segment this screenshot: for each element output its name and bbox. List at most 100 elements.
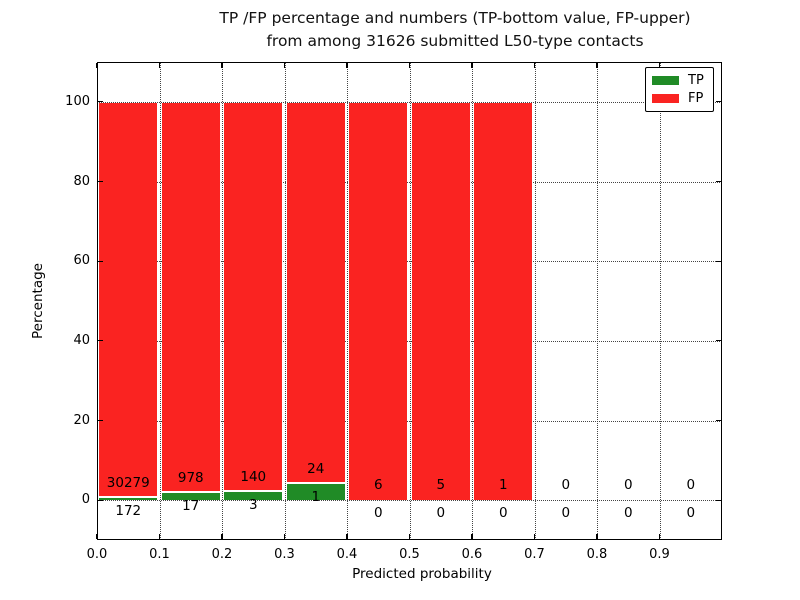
x-tick-mark-top	[158, 63, 161, 68]
x-tick-mark-top	[283, 63, 286, 68]
x-tick-mark	[533, 534, 536, 539]
x-tick-label: 0.1	[149, 547, 170, 562]
v-gridline	[159, 62, 161, 540]
bar-fp-segment	[411, 102, 470, 501]
y-tick-mark	[98, 180, 103, 183]
y-tick-mark-right	[716, 340, 721, 342]
legend-label-fp: FP	[688, 90, 704, 106]
fp-count-label: 24	[307, 461, 325, 478]
x-tick-mark	[221, 534, 223, 539]
y-tick-mark-right	[716, 419, 721, 422]
fp-count-label: 5	[436, 477, 446, 494]
v-gridline	[659, 62, 661, 540]
x-tick-mark-top	[221, 63, 223, 68]
x-tick-mark	[471, 534, 473, 539]
y-tick-label: 0	[81, 492, 90, 508]
x-tick-label: 0.3	[274, 547, 295, 562]
x-tick-mark-top	[471, 63, 473, 68]
chart-title-line2: from among 31626 submitted L50-type cont…	[266, 32, 644, 50]
v-gridline	[597, 62, 598, 540]
y-tick-label: 20	[73, 412, 90, 428]
bar-fp-segment	[224, 102, 283, 492]
x-tick-mark	[283, 534, 286, 539]
tp-count-label: 172	[115, 502, 142, 519]
fp-count-label: 0	[561, 477, 571, 494]
x-tick-mark-top	[346, 63, 348, 68]
bar-fp-segment	[474, 102, 533, 501]
x-tick-mark	[408, 534, 411, 539]
y-tick-mark	[98, 101, 103, 103]
bar-fp-segment	[286, 102, 345, 485]
x-tick-label: 0.5	[399, 547, 420, 562]
y-tick-label: 60	[73, 253, 90, 269]
x-tick-label: 0.4	[336, 547, 358, 562]
bar-tp-segment	[224, 491, 283, 501]
x-axis-label: Predicted probability	[352, 566, 492, 582]
x-tick-label: 0.8	[586, 547, 608, 562]
y-tick-mark	[98, 260, 103, 262]
bar-fp-segment	[161, 102, 220, 494]
y-tick-label: 80	[73, 173, 90, 189]
x-tick-mark-top	[596, 63, 598, 68]
tp-count-label: 3	[248, 496, 258, 513]
bar-tp-segment	[286, 484, 345, 501]
bar-fp-segment	[99, 102, 158, 498]
x-tick-mark-top	[533, 63, 536, 68]
tp-count-label: 1	[311, 489, 321, 506]
x-tick-label: 0.6	[461, 547, 483, 562]
fp-count-label: 0	[686, 477, 696, 494]
fp-count-label: 978	[177, 470, 204, 487]
v-gridline	[284, 62, 286, 540]
fp-count-label: 0	[623, 477, 633, 494]
x-tick-mark	[96, 534, 98, 539]
v-gridline	[222, 62, 223, 540]
fp-count-label: 140	[240, 468, 267, 485]
v-gridline	[409, 62, 411, 540]
legend: TP FP	[645, 67, 714, 112]
y-tick-mark-right	[716, 499, 721, 501]
bar-tp-segment	[99, 497, 158, 501]
tp-count-label: 0	[498, 505, 508, 522]
y-tick-mark-right	[716, 101, 721, 103]
v-gridline	[472, 62, 473, 540]
x-tick-mark	[346, 534, 348, 539]
bar-fp-segment	[349, 102, 408, 501]
v-gridline	[534, 62, 536, 540]
y-tick-label: 100	[65, 93, 90, 109]
y-tick-mark-right	[716, 260, 721, 262]
x-tick-mark	[158, 534, 161, 539]
tp-count-label: 0	[561, 505, 571, 522]
fp-count-label: 30279	[106, 474, 150, 491]
x-tick-mark	[596, 534, 598, 539]
tp-count-label: 0	[686, 505, 696, 522]
tp-count-label: 0	[373, 505, 383, 522]
y-tick-mark-right	[716, 180, 721, 183]
y-tick-mark	[98, 340, 103, 342]
y-tick-label: 40	[73, 332, 90, 348]
fp-swatch-icon	[652, 93, 679, 103]
tp-count-label: 17	[182, 498, 200, 515]
x-tick-label: 0.2	[211, 547, 233, 562]
fp-count-label: 1	[498, 477, 508, 494]
x-tick-mark	[658, 534, 661, 539]
legend-item-tp: TP	[652, 74, 707, 87]
tp-swatch-icon	[652, 76, 679, 86]
tp-count-label: 0	[623, 505, 633, 522]
x-tick-label: 0.7	[524, 547, 545, 562]
x-tick-mark-top	[408, 63, 411, 68]
y-axis-label: Percentage	[30, 263, 46, 339]
x-tick-label: 0.9	[649, 547, 670, 562]
tp-count-label: 0	[436, 505, 446, 522]
x-tick-mark-top	[658, 63, 661, 68]
y-tick-mark	[98, 419, 103, 422]
x-tick-mark-top	[96, 63, 98, 68]
legend-item-fp: FP	[652, 92, 707, 105]
chart-title-line1: TP /FP percentage and numbers (TP-bottom…	[219, 9, 691, 27]
y-tick-mark	[98, 499, 103, 501]
legend-label-tp: TP	[688, 73, 704, 89]
x-tick-label: 0.0	[86, 547, 108, 562]
bar-tp-segment	[161, 493, 220, 501]
v-gridline	[347, 62, 348, 540]
fp-count-label: 6	[373, 477, 383, 494]
